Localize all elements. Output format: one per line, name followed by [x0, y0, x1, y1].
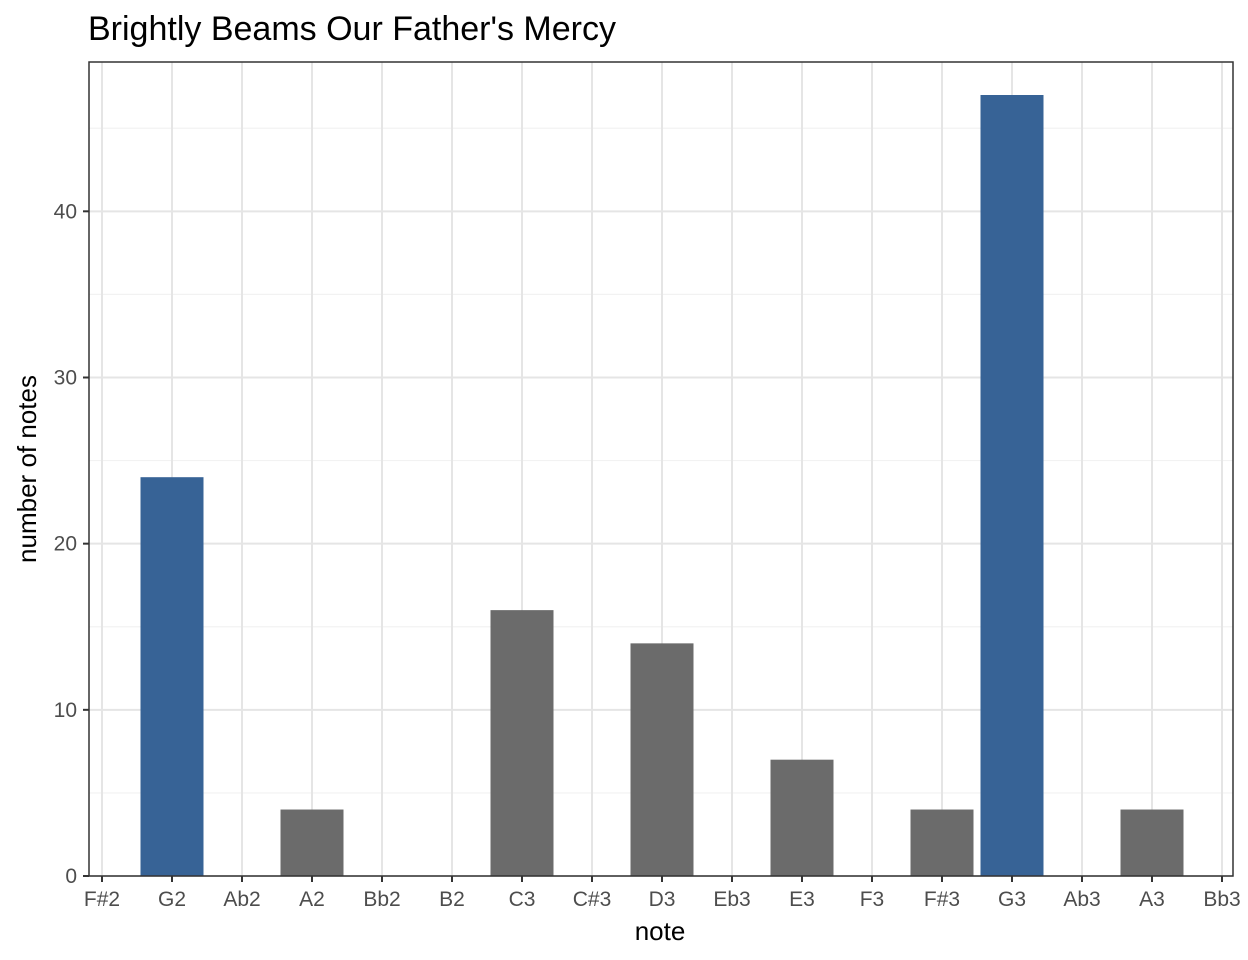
y-tick-label: 40: [54, 200, 77, 223]
bar-G3: [980, 95, 1044, 876]
x-tick-label: Ab2: [223, 888, 260, 911]
x-tick-label: F3: [860, 888, 885, 911]
bar-G2: [140, 477, 204, 876]
x-tick-label: Bb3: [1203, 888, 1240, 911]
y-tick-label: 10: [54, 699, 77, 722]
x-tick-label: F#2: [84, 888, 120, 911]
x-tick-label: B2: [439, 888, 465, 911]
x-tick-label: G3: [998, 888, 1026, 911]
bar-A3: [1120, 809, 1184, 876]
bar-C3: [490, 610, 554, 876]
x-tick-label: C3: [509, 888, 536, 911]
chart-title: Brightly Beams Our Father's Mercy: [88, 10, 616, 48]
x-tick-label: Ab3: [1063, 888, 1100, 911]
y-tick-label: 20: [54, 533, 77, 556]
bars: [140, 95, 1184, 876]
x-tick-label: Bb2: [363, 888, 400, 911]
y-axis-title: number of notes: [12, 375, 42, 563]
x-axis: F#2 G2 Ab2 A2 Bb2 B2 C3 C#3 D3 Eb3 E3 F3 F#3 G3 Ab3 A3 B…: [84, 876, 1241, 911]
x-tick-label: E3: [789, 888, 815, 911]
bar-E3: [770, 759, 834, 876]
bar-F#3: [910, 809, 974, 876]
bar-A2: [280, 809, 344, 876]
x-tick-label: D3: [649, 888, 676, 911]
y-axis: 0 10 20 30 40: [54, 200, 89, 888]
x-tick-label: C#3: [573, 888, 612, 911]
y-tick-label: 30: [54, 366, 77, 389]
x-axis-title: note: [635, 916, 686, 946]
y-tick-label: 0: [65, 865, 77, 888]
x-tick-label: F#3: [924, 888, 960, 911]
x-tick-label: G2: [158, 888, 186, 911]
x-tick-label: A2: [299, 888, 325, 911]
x-tick-label: Eb3: [713, 888, 750, 911]
bar-D3: [630, 643, 694, 876]
x-tick-label: A3: [1139, 888, 1165, 911]
